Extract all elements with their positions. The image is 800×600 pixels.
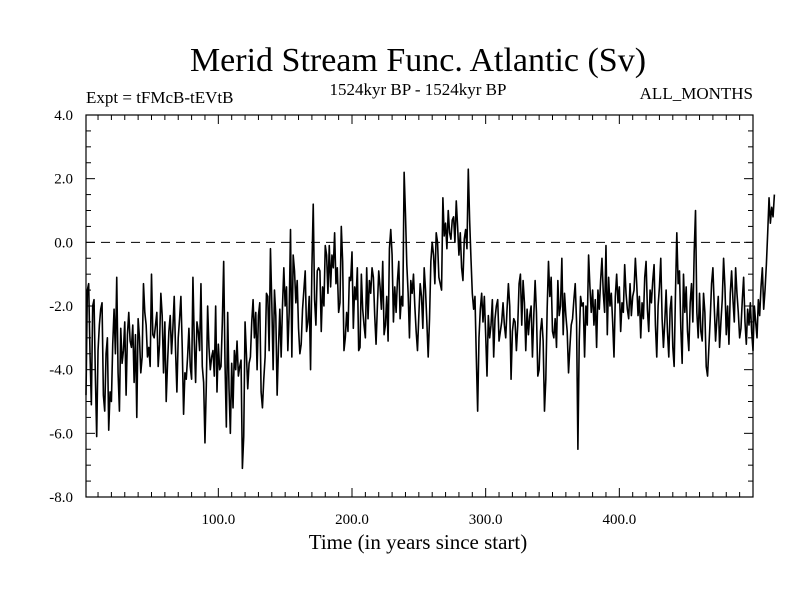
y-tick-label: -4.0 — [49, 363, 73, 379]
y-tick-label: 2.0 — [54, 172, 73, 188]
period-label: 1524kyr BP - 1524kyr BP — [330, 80, 507, 99]
series-line — [85, 168, 776, 470]
tick-labels: 100.0 200.0 300.0 400.0 -8.0 -6.0 -4.0 -2.0 0.0 2… — [49, 108, 636, 528]
y-tick-label: -2.0 — [49, 299, 73, 315]
months-label: ALL_MONTHS — [640, 84, 753, 103]
experiment-label: Expt = tFMcB-tEVtB — [86, 88, 233, 107]
y-tick-label: -6.0 — [49, 426, 73, 442]
y-tick-label: 4.0 — [54, 108, 73, 124]
x-axis-label: Time (in years since start) — [309, 530, 528, 554]
y-tick-label: -8.0 — [49, 490, 73, 506]
chart-title: Merid Stream Func. Atlantic (Sv) — [190, 42, 646, 79]
x-tick-label: 400.0 — [602, 512, 636, 528]
series-group — [85, 168, 776, 470]
x-tick-label: 100.0 — [201, 512, 235, 528]
y-tick-label: 0.0 — [54, 235, 73, 251]
x-tick-label: 200.0 — [335, 512, 369, 528]
x-tick-label: 300.0 — [469, 512, 503, 528]
